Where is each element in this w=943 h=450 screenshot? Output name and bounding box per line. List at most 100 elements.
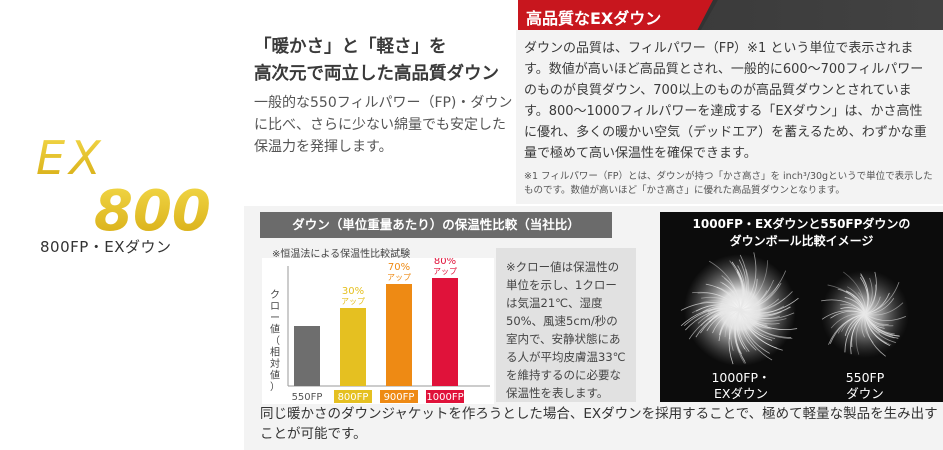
down-fiber <box>739 309 772 330</box>
category-label-800FP: 800FP <box>338 392 369 403</box>
banner-title: 高品質なEXダウン <box>526 9 662 28</box>
down-fiber <box>739 306 792 316</box>
down-fiber <box>685 308 741 331</box>
down-fiber <box>861 313 866 338</box>
category-label-bg-900FP <box>380 390 418 403</box>
down-fiber <box>731 261 744 311</box>
down-fiber <box>821 299 866 315</box>
down-fiber <box>864 277 873 315</box>
down-fiber <box>739 309 778 349</box>
550fp-ball <box>821 270 909 358</box>
down-fiber <box>739 306 791 316</box>
down-fiber <box>845 290 866 315</box>
down-fiber <box>837 313 866 334</box>
down-fiber <box>739 309 771 329</box>
down-fiber <box>716 286 741 311</box>
down-fiber <box>843 271 866 315</box>
category-label-550FP: 550FP <box>292 392 323 403</box>
550fp-label-line-1: 550FP <box>845 370 885 385</box>
down-fiber <box>737 309 748 353</box>
headline-line-2: 高次元で両立した高品質ダウン <box>254 64 499 84</box>
down-fiber <box>844 296 866 315</box>
down-fiber <box>739 309 757 351</box>
down-fiber <box>828 313 866 345</box>
bar-annotation-800FP-1: アップ <box>341 297 365 306</box>
bar-900FP <box>386 284 412 386</box>
y-axis-label: クロー値（相対値） <box>270 289 280 393</box>
down-fiber <box>702 305 741 313</box>
down-fiber <box>839 304 866 315</box>
bar-550FP <box>294 326 320 386</box>
logo-ex-text: EX <box>36 132 105 185</box>
down-fiber <box>705 283 741 311</box>
section-banner: 高品質なEXダウン <box>518 0 943 30</box>
bar-annotation-800FP-0: 30% <box>342 286 364 297</box>
down-ball-image <box>680 252 909 366</box>
down-fiber <box>864 298 895 315</box>
down-fiber <box>739 252 757 311</box>
exdown-label-line-1: 1000FP・ <box>711 370 771 385</box>
down-fiber <box>721 275 741 311</box>
550fp-label: 550FP ダウン <box>832 370 898 402</box>
down-fiber <box>739 309 773 361</box>
category-label-1000FP: 1000FP <box>426 392 463 403</box>
down-fiber <box>860 273 869 315</box>
down-fiber <box>730 309 741 351</box>
compare-title-line-1: 1000FP・EXダウンと550FPダウンの <box>692 217 911 231</box>
down-fiber <box>712 309 741 334</box>
category-label-bg-550FP <box>288 390 326 403</box>
down-fiber <box>739 309 787 322</box>
down-fiber <box>708 260 741 311</box>
warmth-bar-chart: クロー値（相対値） 550FP 800FP30%アップ900FP70%アップ100… <box>262 258 494 404</box>
down-fiber <box>830 313 866 329</box>
down-ball-comparison: 1000FP・EXダウンと550FPダウンの ダウンボール比較イメージ 1000… <box>660 212 943 402</box>
down-fiber <box>739 297 799 314</box>
clo-explanation: ※クロー値は保温性の単位を示し、1クローは気温21℃、湿度50%、風速5cm/秒… <box>496 248 636 402</box>
bar-1000FP <box>432 278 458 386</box>
category-label-bg-800FP <box>334 390 372 403</box>
down-fiber <box>855 313 866 355</box>
quality-description: ダウンの品質は、フィルパワー（FP）※1 という単位で表示されます。数値が高いほ… <box>516 30 943 168</box>
down-fiber <box>864 313 889 325</box>
down-fiber <box>700 300 741 311</box>
exdown-ball <box>680 252 799 366</box>
down-fiber <box>857 292 866 315</box>
down-fiber <box>864 282 900 315</box>
down-fiber <box>735 309 747 364</box>
down-fiber <box>864 313 887 344</box>
down-fiber <box>688 309 741 340</box>
exdown-label: 1000FP・ EXダウン <box>708 370 774 402</box>
down-fiber <box>739 269 750 311</box>
exdown-label-line-2: EXダウン <box>714 386 768 401</box>
down-fiber <box>864 313 895 335</box>
headline-line-1: 「暖かさ」と「軽さ」を <box>254 37 447 57</box>
compare-title: 1000FP・EXダウンと550FPダウンの ダウンボール比較イメージ <box>660 216 943 250</box>
bar-annotation-900FP-0: 70% <box>388 262 410 273</box>
down-fiber <box>728 309 741 340</box>
down-fiber <box>830 310 866 319</box>
chart-header: ダウン（単位重量あたり）の保温性比較（当社比） <box>260 212 612 238</box>
down-fiber <box>737 309 750 352</box>
bar-annotation-900FP-1: アップ <box>387 273 411 282</box>
down-fiber <box>739 309 795 319</box>
fill-power-footnote: ※1 フィルパワー（FP）とは、ダウンが持つ「かさ高さ」を inch³/30gと… <box>516 168 943 204</box>
logo-caption: 800FP・EXダウン <box>40 238 172 256</box>
down-fiber <box>844 313 866 353</box>
down-fiber <box>721 282 741 311</box>
compare-title-line-2: ダウンボール比較イメージ <box>729 234 874 248</box>
category-label-bg-1000FP <box>426 390 464 403</box>
down-fiber <box>680 307 741 327</box>
bar-annotation-1000FP-1: アップ <box>433 267 457 276</box>
down-fiber <box>692 291 741 311</box>
logo-800-text: 800 <box>94 179 211 242</box>
down-fiber <box>718 309 741 341</box>
banner-red-tab <box>518 0 713 30</box>
down-fiber <box>739 270 787 311</box>
down-fiber <box>864 313 906 321</box>
550fp-label-line-2: ダウン <box>846 386 884 401</box>
down-fiber <box>739 278 758 311</box>
down-fiber <box>720 281 741 311</box>
headline-body: 一般的な550フィルパワー（FP)・ダウンに比べ、さらに少ない綿量でも安定した保… <box>254 95 513 155</box>
down-fiber <box>724 277 741 311</box>
chart-note: ※恒温法による保温性比較試験 <box>272 249 411 260</box>
